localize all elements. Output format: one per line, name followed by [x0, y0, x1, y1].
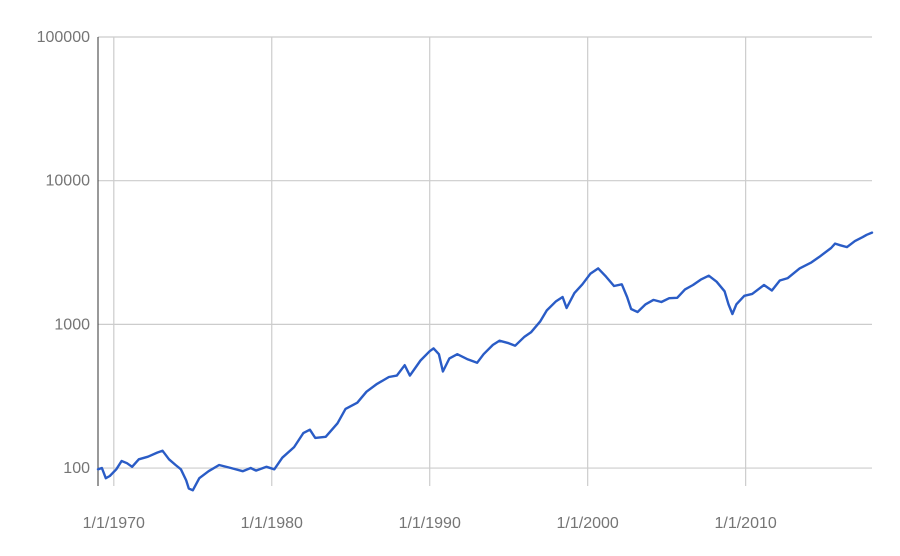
series-line [96, 231, 874, 492]
x-tick-label: 1/1/2000 [557, 515, 619, 532]
x-tick-label: 1/1/2010 [714, 515, 776, 532]
x-tick-label: 1/1/1990 [399, 515, 461, 532]
y-tick-label: 100 [63, 460, 90, 477]
y-tick-label: 100000 [37, 29, 90, 46]
series-layer [96, 231, 874, 492]
x-tick-label: 1/1/1980 [241, 515, 303, 532]
grid [97, 36, 872, 486]
y-tick-label: 1000 [54, 316, 90, 333]
tick-labels: 100 1000 10000 100000 1/1/1970 1/1/1980 1/1/19… [37, 29, 777, 532]
y-tick-label: 10000 [46, 173, 91, 190]
x-tick-label: 1/1/1970 [83, 515, 145, 532]
